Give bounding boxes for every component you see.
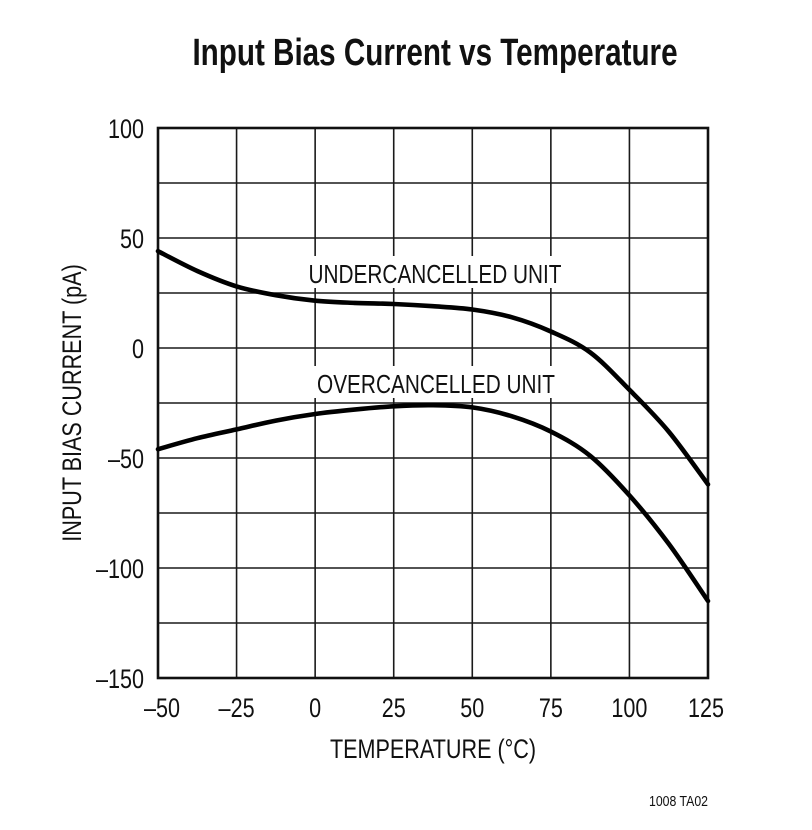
x-tick-label: 75 [539, 694, 563, 724]
plot-frame [156, 126, 710, 680]
x-tick-label: 100 [611, 694, 647, 724]
chart-title: Input Bias Current vs Temperature [192, 32, 677, 74]
x-tick-label: –50 [144, 694, 180, 724]
y-tick-label: 50 [120, 225, 144, 255]
y-tick-label: –150 [96, 665, 144, 695]
x-axis-label: TEMPERATURE (°C) [330, 735, 536, 765]
x-tick-label: 125 [688, 694, 724, 724]
undercancelled-curve [155, 248, 711, 487]
x-tick-label: –25 [219, 694, 255, 724]
overcancelled-curve [155, 402, 711, 604]
y-tick-label: –100 [96, 555, 144, 585]
y-axis-ticks: 100 50 0 –50 –100 –150 [96, 115, 144, 695]
y-axis-label: INPUT BIAS CURRENT (pA) [58, 264, 88, 542]
undercancelled-label: UNDERCANCELLED UNIT [309, 260, 562, 289]
overcancelled-label: OVERCANCELLED UNIT [317, 370, 555, 399]
gridlines [158, 128, 708, 678]
overcancelled-label-bg [296, 366, 576, 398]
y-tick-label: 100 [108, 115, 144, 145]
x-tick-label: 50 [460, 694, 484, 724]
x-tick-label: 25 [382, 694, 406, 724]
x-axis-ticks: –50 –25 0 25 50 75 100 125 [144, 694, 724, 724]
undercancelled-label-bg [287, 256, 584, 288]
y-tick-label: –50 [108, 445, 144, 475]
x-tick-label: 0 [309, 694, 321, 724]
figure-code: 1008 TA02 [649, 793, 708, 809]
y-tick-label: 0 [132, 335, 144, 365]
